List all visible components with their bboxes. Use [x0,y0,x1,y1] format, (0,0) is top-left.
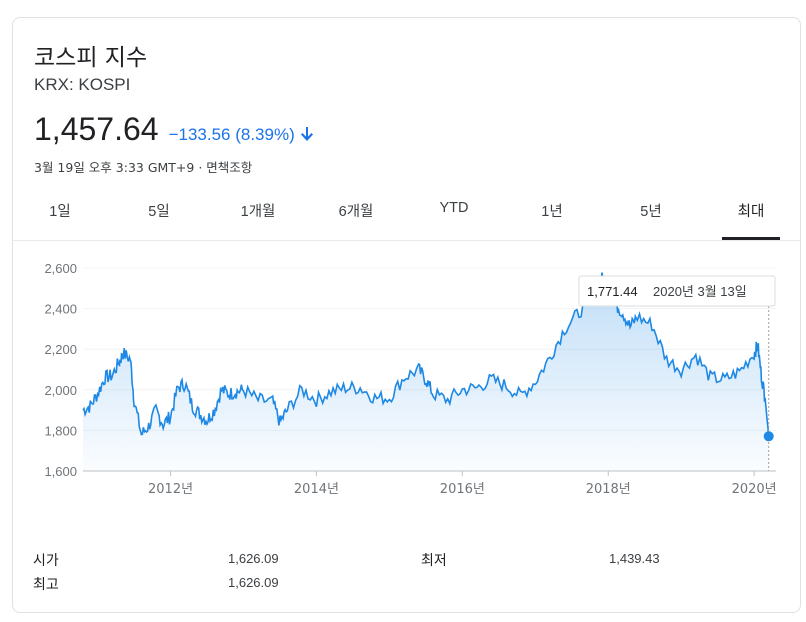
tooltip-date: 2020년 3월 13일 [653,284,747,299]
quote-card: 코스피 지수 KRX: KOSPI 1,457.64 −133.56 (8.39… [12,17,801,613]
x-tick-label: 2012년 [148,482,193,497]
active-tab-indicator [722,237,780,240]
y-tick-label: 2,400 [44,302,77,317]
price-chart[interactable]: 1,600 1,800 2,000 2,200 2,400 2,600 2012년 2014… [13,258,800,538]
open-label: 시가 [33,553,59,569]
x-tick-label: 2014년 [294,482,339,497]
tab-max[interactable]: 최대 [737,204,765,220]
open-value: 1,626.09 [228,551,279,566]
tab-5d[interactable]: 5일 [148,204,170,220]
hover-point [763,431,774,442]
price-change: −133.56 (8.39%) [168,125,295,144]
y-tick-label: 2,600 [44,261,77,276]
low-label: 최저 [421,553,447,569]
y-tick-label: 1,800 [44,423,77,438]
y-tick-label: 2,000 [44,383,77,398]
price-line [82,272,770,437]
tab-ytd[interactable]: YTD [439,200,469,216]
high-value: 1,626.09 [228,575,279,590]
ticker-symbol: KRX: KOSPI [34,75,131,94]
timestamp-disclaimer: 3월 19일 오후 3:33 GMT+9 · 면책조항 [34,160,253,175]
tab-5y[interactable]: 5년 [640,204,662,220]
tooltip-value: 1,771.44 [587,284,638,299]
tab-6m[interactable]: 6개월 [338,204,374,220]
range-tabs: 1일 5일 1개월 6개월 YTD 1년 5년 최대 [13,188,800,241]
hover-tooltip: 1,771.44 2020년 3월 13일 [578,275,776,307]
low-value: 1,439.43 [609,551,660,566]
x-tick-label: 2020년 [732,482,777,497]
tab-1y[interactable]: 1년 [541,204,563,220]
y-tick-label: 1,600 [44,464,77,479]
index-title: 코스피 지수 [34,45,148,71]
x-tick-label: 2018년 [586,482,631,497]
high-label: 최고 [33,577,59,593]
y-tick-label: 2,200 [44,342,77,357]
tab-1m[interactable]: 1개월 [240,204,276,220]
tab-1d[interactable]: 1일 [49,204,71,220]
price-row: 1,457.64 −133.56 (8.39%) [34,111,314,148]
price-area [83,272,769,471]
current-price: 1,457.64 [34,111,159,147]
arrow-down-icon [300,126,314,142]
x-tick-label: 2016년 [440,482,485,497]
